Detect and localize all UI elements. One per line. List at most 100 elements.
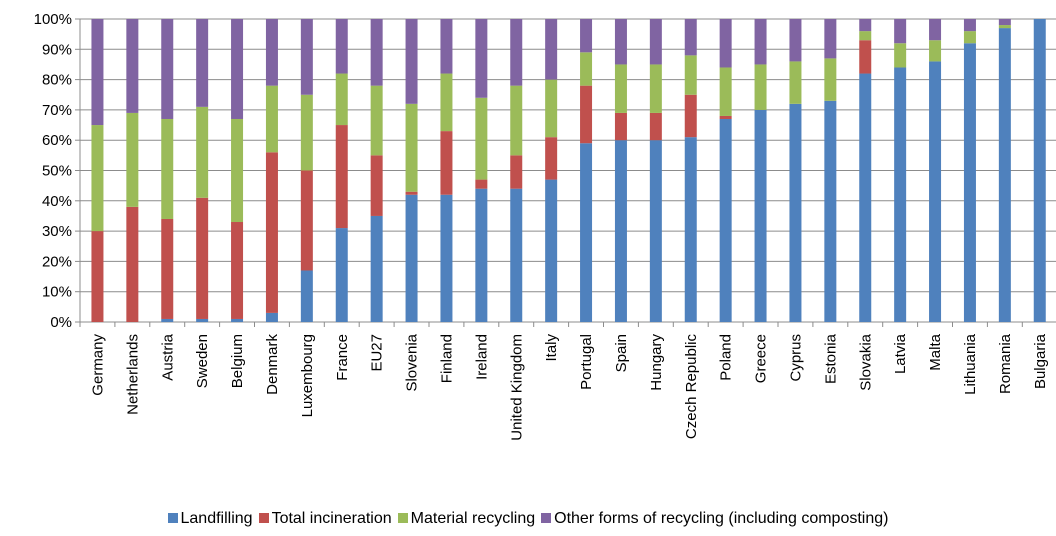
bar-segment [649, 112, 662, 141]
stacked-bar-chart: 0% 10% 20% 30% 40% 50% 60% 70% 80% 90% 100% German… [34, 11, 1056, 441]
bar-segment [405, 19, 418, 104]
legend: Landfilling Total incineration Material re… [0, 510, 1056, 528]
bar-segment [754, 64, 767, 110]
bar-segment [545, 79, 558, 138]
bar-segment [196, 197, 209, 319]
bar-segment [475, 19, 488, 98]
bar-segment [161, 19, 174, 119]
bar-segment [963, 19, 976, 32]
bar-segment [440, 19, 453, 74]
bar-segment [440, 194, 453, 322]
bar-segment [475, 97, 488, 180]
bar-segment [963, 43, 976, 323]
y-tick-label: 70% [42, 102, 72, 119]
x-tick-label: Ireland [473, 334, 490, 380]
bar-segment [370, 215, 383, 322]
bar-segment [300, 270, 313, 322]
x-tick-label: Bulgaria [1032, 333, 1049, 389]
bar-segment [859, 73, 872, 322]
bar-segment [370, 85, 383, 156]
x-tick-label: United Kingdom [508, 334, 525, 441]
legend-swatch [397, 513, 408, 523]
bar-segment [614, 19, 627, 65]
legend-label: Material recycling [410, 510, 536, 527]
bar-segment [963, 31, 976, 44]
bar-segment [510, 188, 523, 322]
bar-segment [196, 318, 209, 322]
x-tick-label: Luxembourg [299, 334, 316, 417]
y-tick-label: 100% [34, 11, 72, 28]
bar-segment [196, 106, 209, 198]
bar-segment [998, 19, 1011, 26]
y-tick-label: 10% [42, 284, 72, 301]
bar-segment [580, 19, 593, 53]
bar-segment [998, 25, 1011, 29]
legend-item: Landfilling [167, 510, 253, 528]
bar-segment [161, 118, 174, 219]
bar-segment [929, 61, 942, 323]
x-tick-label: Spain [613, 334, 630, 372]
bar-segment [649, 64, 662, 113]
bar-segment [614, 64, 627, 113]
bar-segment [91, 231, 104, 322]
bar-segment [265, 312, 278, 322]
bar-segment [510, 19, 523, 86]
bar-segment [231, 318, 244, 322]
legend-label: Other forms of recycling (including comp… [554, 510, 889, 527]
bar-segment [265, 85, 278, 153]
bar-segment [998, 28, 1011, 323]
bar-segment [405, 103, 418, 192]
bar-segment [719, 118, 732, 323]
x-tick-label: Germany [89, 334, 106, 396]
x-tick-label: Romania [997, 333, 1014, 394]
x-tick-label: Greece [753, 334, 770, 383]
x-tick-label: Finland [438, 334, 455, 383]
x-tick-label: Malta [927, 333, 944, 370]
bar-segment [754, 109, 767, 323]
bar-segment [126, 19, 139, 113]
bar-segment [231, 118, 244, 223]
x-tick-label: Portugal [578, 334, 595, 390]
bar-segment [231, 222, 244, 319]
bar-segment [719, 19, 732, 68]
bar-segment [440, 73, 453, 132]
bar-segment [824, 58, 837, 101]
bar-segment [614, 112, 627, 141]
x-tick-label: Latvia [892, 333, 909, 374]
bar-segment [545, 19, 558, 80]
bar-segment [300, 19, 313, 95]
bar-segment [614, 140, 627, 322]
x-tick-label: France [334, 334, 351, 381]
y-tick-label: 0% [50, 314, 72, 331]
bar-segment [894, 67, 907, 322]
bar-segment [335, 125, 348, 229]
bar-segment [335, 73, 348, 126]
bar-segment [335, 228, 348, 322]
x-tick-label: Sweden [194, 334, 211, 388]
bar-segment [161, 318, 174, 322]
x-tick-label: Austria [159, 333, 176, 380]
bar-segment [859, 31, 872, 41]
x-tick-label: Italy [543, 334, 560, 362]
bar-segment [405, 191, 418, 195]
bar-segment [894, 43, 907, 68]
bar-segment [300, 170, 313, 271]
legend-swatch [167, 513, 178, 523]
x-tick-label: EU27 [369, 334, 386, 372]
x-tick-label: Estonia [822, 333, 839, 384]
bar-segment [126, 206, 139, 322]
bar-segment [824, 19, 837, 59]
bar-segment [929, 19, 942, 41]
x-tick-label: Denmark [264, 334, 281, 395]
gridlines [75, 18, 1056, 323]
legend-swatch [258, 513, 269, 523]
bar-segment [929, 40, 942, 62]
x-tick-label: Poland [718, 334, 735, 381]
bar-segment [545, 179, 558, 322]
bar-segment [684, 19, 697, 56]
y-tick-label: 40% [42, 193, 72, 210]
bar-segment [789, 19, 802, 62]
legend-item: Total incineration [258, 510, 392, 528]
x-axis-tick-labels: Germany Netherlands Austria Sweden Belgium De… [89, 333, 1048, 440]
x-tick-label: Hungary [648, 334, 665, 391]
